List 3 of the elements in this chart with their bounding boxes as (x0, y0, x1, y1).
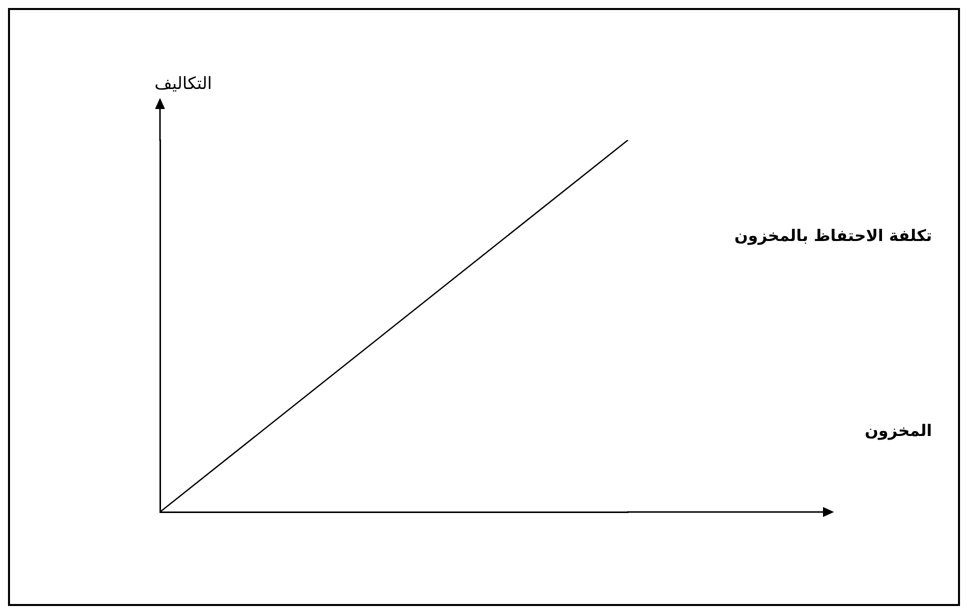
y-axis-title: التكاليف (154, 74, 212, 94)
text: تكلفة الاحتفاظ بالمخزون (734, 226, 932, 245)
x-axis-title: المخزون (864, 421, 932, 440)
